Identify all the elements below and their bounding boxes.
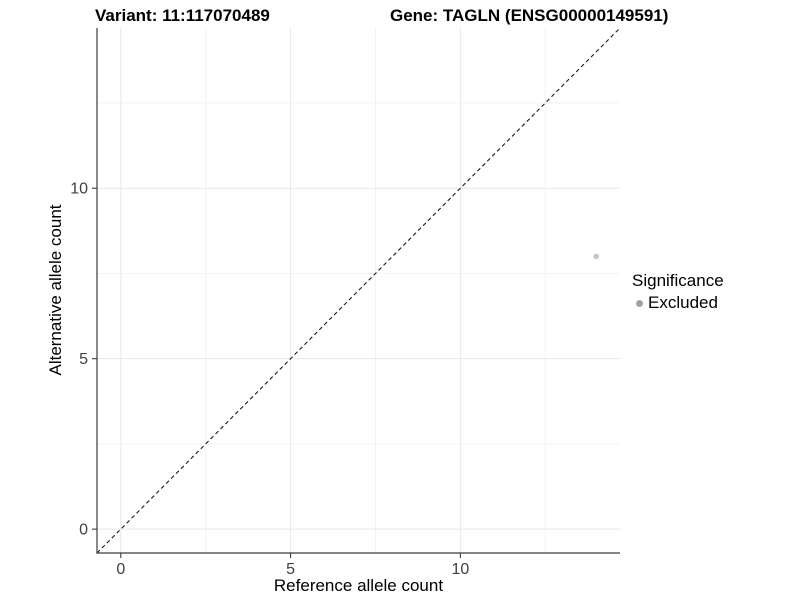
legend-point-icon <box>636 299 643 307</box>
legend-item-label: Excluded <box>648 293 718 312</box>
x-tick-label: 10 <box>451 561 469 578</box>
plot-title-gene: Gene: TAGLN (ENSG00000149591) <box>390 6 669 25</box>
y-axis-title: Alternative allele count <box>46 204 65 376</box>
plot-title-variant: Variant: 11:117070489 <box>95 6 270 25</box>
legend: Significance Excluded <box>632 271 724 313</box>
identity-dashed-line <box>96 27 621 554</box>
y-tick-label: 10 <box>70 181 88 198</box>
x-tick-label: 0 <box>116 561 125 578</box>
legend-item-excluded: Excluded <box>632 293 724 313</box>
legend-title: Significance <box>632 271 724 290</box>
data-point <box>593 253 600 260</box>
x-axis-title: Reference allele count <box>273 576 444 595</box>
y-tick-label: 5 <box>79 351 88 368</box>
x-tick-label: 5 <box>286 561 295 578</box>
y-tick-label: 0 <box>79 522 88 539</box>
